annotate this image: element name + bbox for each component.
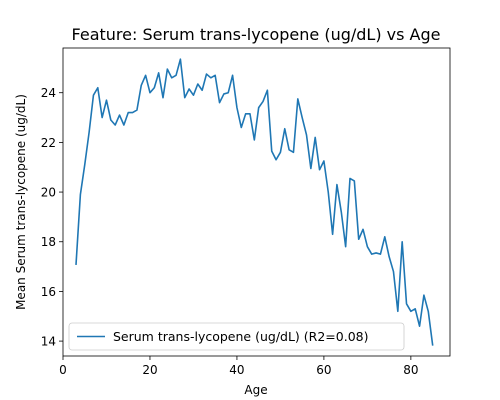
x-tick-label: 40: [229, 363, 244, 377]
series-line: [75, 58, 434, 346]
legend-entry-label: Serum trans-lycopene (ug/dL) (R2=0.08): [113, 329, 368, 344]
y-axis-ticks: 14 16 18 20 22 24: [41, 86, 63, 349]
y-tick-label: 16: [41, 285, 56, 299]
y-tick-label: 22: [41, 136, 56, 150]
y-tick-label: 20: [41, 186, 56, 200]
y-tick-label: 24: [41, 86, 56, 100]
chart-title: Feature: Serum trans-lycopene (ug/dL) vs…: [72, 25, 441, 44]
x-tick-label: 0: [59, 363, 67, 377]
x-tick-label: 80: [403, 363, 418, 377]
y-tick-label: 18: [41, 235, 56, 249]
series-layer: [75, 58, 434, 346]
y-axis-label: Mean Serum trans-lycopene (ug/dL): [14, 94, 28, 310]
plot-frame: [62, 47, 451, 357]
y-tick-label: 14: [41, 335, 56, 349]
x-tick-label: 60: [316, 363, 331, 377]
legend: Serum trans-lycopene (ug/dL) (R2=0.08): [68, 322, 405, 351]
x-axis-label: Age: [244, 383, 267, 397]
legend-box: [68, 322, 405, 351]
x-tick-label: 20: [142, 363, 157, 377]
x-axis-ticks: 0 20 40 60 80: [59, 356, 419, 377]
